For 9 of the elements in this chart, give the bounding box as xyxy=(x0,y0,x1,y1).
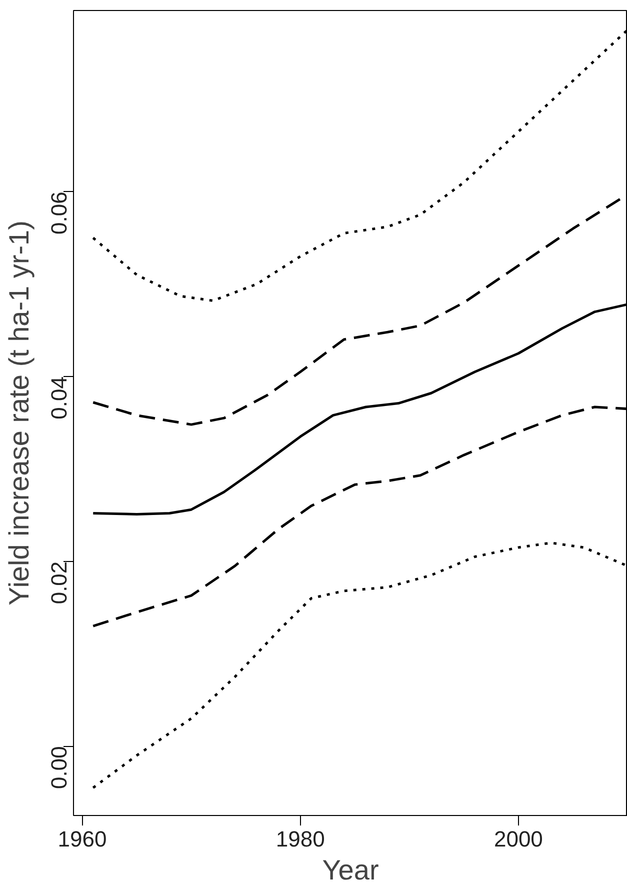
y-axis-title: Yield increase rate (t ha-1 yr-1) xyxy=(4,220,34,606)
x-tick-label: 1960 xyxy=(58,826,107,852)
x-tick-label: 2000 xyxy=(494,826,543,852)
y-tick-label: 0.04 xyxy=(46,376,72,420)
y-tick-label: 0.00 xyxy=(46,746,72,789)
y-tick-label: 0.06 xyxy=(46,192,72,234)
x-axis-title: Year xyxy=(322,854,379,886)
x-tick-label: 1980 xyxy=(276,826,325,852)
y-tick-label: 0.02 xyxy=(46,561,72,604)
